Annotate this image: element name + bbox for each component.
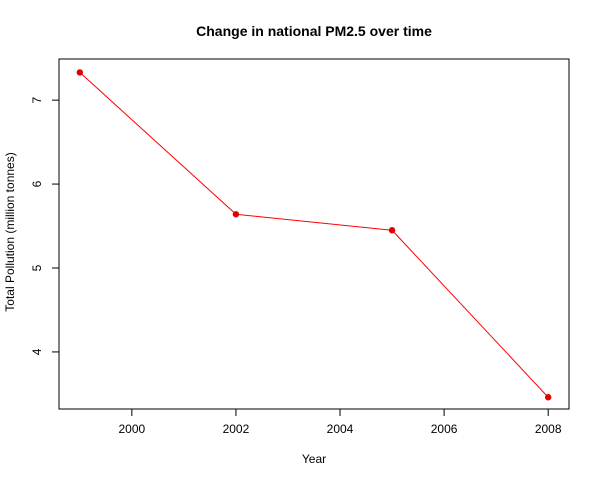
y-tick-label: 7 — [30, 96, 44, 103]
x-tick-label: 2002 — [223, 422, 250, 436]
y-tick-label: 5 — [30, 264, 44, 271]
data-point — [232, 211, 240, 218]
chart-title: Change in national PM2.5 over time — [196, 23, 432, 39]
plot-frame — [58, 58, 570, 410]
series-line-segment — [235, 213, 393, 231]
series-line-segment — [79, 72, 237, 215]
x-tick-label: 2000 — [119, 422, 146, 436]
data-point — [544, 394, 552, 401]
y-tick-label: 4 — [30, 348, 44, 355]
y-axis-label: Total Pollution (million tonnes) — [3, 152, 17, 311]
data-point — [76, 69, 84, 76]
series-line-segment — [391, 229, 549, 398]
x-tick-label: 2004 — [327, 422, 354, 436]
x-tick-label: 2006 — [431, 422, 458, 436]
x-tick-label: 2008 — [535, 422, 562, 436]
y-tick-label: 6 — [30, 180, 44, 187]
data-point — [388, 227, 396, 234]
x-axis-label: Year — [302, 452, 326, 466]
